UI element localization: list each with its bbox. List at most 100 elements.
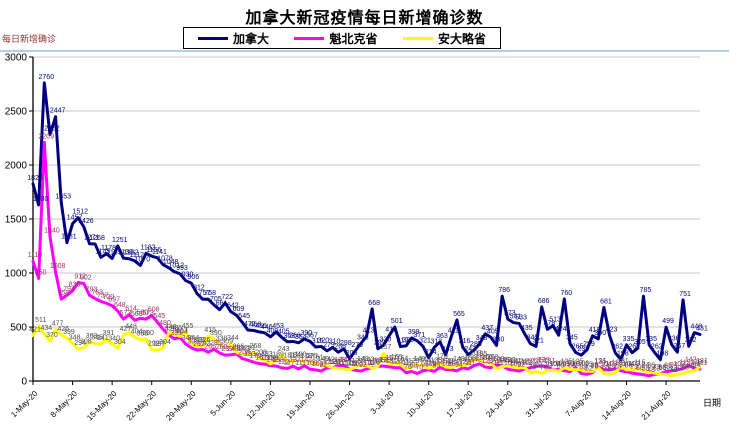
svg-text:563: 563 (131, 311, 143, 318)
svg-text:251: 251 (233, 345, 245, 352)
svg-text:319: 319 (397, 338, 409, 345)
svg-text:94: 94 (619, 362, 627, 369)
legend-item-ontario: 安大略省 (402, 30, 486, 47)
svg-text:198: 198 (657, 351, 669, 358)
svg-text:404: 404 (131, 328, 143, 335)
svg-text:115: 115 (679, 360, 690, 367)
svg-text:1500: 1500 (5, 215, 28, 226)
svg-text:116: 116 (369, 359, 380, 366)
svg-text:315: 315 (312, 338, 324, 345)
svg-text:19-Jun-20: 19-Jun-20 (285, 389, 317, 421)
svg-text:29-May-20: 29-May-20 (164, 389, 198, 423)
svg-text:697: 697 (108, 297, 120, 304)
svg-text:411: 411 (448, 328, 459, 335)
svg-text:642: 642 (227, 303, 239, 310)
svg-text:812: 812 (193, 284, 205, 291)
svg-text:78: 78 (591, 364, 599, 371)
svg-text:106: 106 (442, 361, 454, 368)
svg-text:243: 243 (227, 346, 239, 353)
svg-text:122: 122 (278, 359, 290, 366)
svg-text:294: 294 (74, 340, 86, 347)
svg-text:435: 435 (170, 325, 182, 332)
svg-text:3000: 3000 (5, 53, 28, 64)
svg-text:5-Jun-20: 5-Jun-20 (209, 389, 238, 418)
svg-text:330: 330 (380, 336, 392, 343)
svg-text:363: 363 (436, 333, 448, 340)
svg-text:404: 404 (176, 328, 188, 335)
svg-text:354: 354 (295, 334, 307, 341)
svg-text:480: 480 (159, 320, 171, 327)
chart-title: 加拿大新冠疫情每日新增确诊数 (245, 10, 484, 27)
svg-text:345: 345 (566, 335, 578, 342)
svg-text:648: 648 (114, 302, 126, 309)
svg-text:424: 424 (555, 326, 567, 333)
svg-text:390: 390 (300, 330, 312, 337)
svg-text:165: 165 (391, 354, 403, 361)
svg-text:73: 73 (653, 364, 661, 371)
svg-text:348: 348 (357, 334, 369, 341)
svg-text:326: 326 (199, 337, 211, 344)
svg-text:175: 175 (250, 353, 262, 360)
svg-text:608: 608 (148, 306, 160, 313)
svg-text:0: 0 (21, 377, 27, 388)
svg-text:68: 68 (681, 365, 689, 372)
svg-text:308: 308 (187, 339, 199, 346)
svg-text:757: 757 (199, 290, 211, 297)
legend-label-canada: 加拿大 (233, 31, 270, 46)
svg-text:2760: 2760 (39, 74, 55, 81)
svg-text:341: 341 (97, 335, 109, 342)
svg-text:335: 335 (645, 336, 657, 343)
svg-text:156: 156 (261, 355, 273, 362)
svg-text:279: 279 (351, 342, 363, 349)
svg-text:88: 88 (568, 362, 576, 369)
svg-text:437: 437 (481, 325, 493, 332)
svg-text:148: 148 (357, 356, 369, 363)
svg-text:89: 89 (557, 362, 565, 369)
svg-text:545: 545 (154, 313, 166, 320)
svg-text:1112: 1112 (129, 252, 144, 259)
svg-text:262: 262 (651, 344, 663, 351)
svg-text:104: 104 (600, 361, 612, 368)
svg-text:88: 88 (591, 362, 599, 369)
svg-text:198: 198 (617, 351, 629, 358)
svg-text:109: 109 (504, 360, 516, 367)
svg-text:125: 125 (572, 359, 584, 366)
svg-text:1426: 1426 (78, 218, 94, 225)
top-divider-line (0, 50, 729, 52)
svg-text:92: 92 (517, 362, 525, 369)
svg-text:181: 181 (284, 352, 296, 359)
svg-text:363: 363 (284, 333, 296, 340)
svg-text:1078: 1078 (157, 256, 173, 263)
svg-text:421: 421 (29, 327, 41, 334)
svg-text:1008: 1008 (50, 263, 66, 270)
svg-text:2209: 2209 (39, 133, 55, 140)
svg-text:15-May-20: 15-May-20 (85, 389, 119, 423)
svg-text:390: 390 (142, 330, 154, 337)
svg-text:405: 405 (487, 328, 499, 335)
svg-text:62: 62 (608, 365, 616, 372)
svg-text:184: 184 (289, 352, 301, 359)
svg-text:323: 323 (193, 337, 205, 344)
svg-text:299: 299 (374, 340, 386, 347)
svg-text:62: 62 (585, 365, 593, 372)
svg-text:794: 794 (63, 286, 75, 293)
svg-text:125: 125 (436, 359, 448, 366)
svg-text:902: 902 (80, 275, 92, 282)
svg-text:8-May-20: 8-May-20 (49, 389, 80, 420)
svg-text:106: 106 (555, 361, 567, 368)
svg-text:143: 143 (419, 357, 431, 364)
svg-text:257: 257 (380, 344, 392, 351)
svg-text:308: 308 (80, 339, 92, 346)
svg-text:148: 148 (414, 356, 426, 363)
svg-text:446: 446 (165, 324, 177, 331)
svg-text:330: 330 (493, 336, 505, 343)
svg-text:340: 340 (108, 335, 120, 342)
svg-text:418: 418 (589, 327, 601, 334)
svg-text:119: 119 (691, 359, 702, 366)
svg-text:289: 289 (583, 341, 595, 348)
svg-text:243: 243 (442, 346, 454, 353)
svg-text:203: 203 (470, 350, 482, 357)
svg-text:161: 161 (255, 355, 267, 362)
svg-text:363: 363 (86, 333, 98, 340)
svg-text:1012: 1012 (169, 263, 185, 270)
